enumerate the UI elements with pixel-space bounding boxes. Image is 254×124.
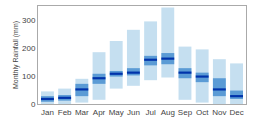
svg-text:Oct: Oct bbox=[196, 108, 209, 117]
svg-text:May: May bbox=[109, 108, 124, 117]
svg-text:Jul: Jul bbox=[145, 108, 155, 117]
svg-text:Aug: Aug bbox=[161, 108, 175, 117]
svg-text:Feb: Feb bbox=[58, 108, 72, 117]
svg-text:Monthly Rainfall (mm): Monthly Rainfall (mm) bbox=[12, 21, 20, 89]
svg-text:0: 0 bbox=[31, 100, 36, 109]
svg-text:300: 300 bbox=[22, 16, 36, 25]
svg-text:100: 100 bbox=[22, 72, 36, 81]
svg-text:Apr: Apr bbox=[93, 108, 106, 117]
svg-text:Mar: Mar bbox=[75, 108, 89, 117]
svg-text:Sep: Sep bbox=[178, 108, 193, 117]
svg-text:Jun: Jun bbox=[127, 108, 140, 117]
svg-text:Jan: Jan bbox=[41, 108, 54, 117]
svg-text:200: 200 bbox=[22, 44, 36, 53]
svg-text:Nov: Nov bbox=[212, 108, 226, 117]
svg-text:Dec: Dec bbox=[229, 108, 243, 117]
